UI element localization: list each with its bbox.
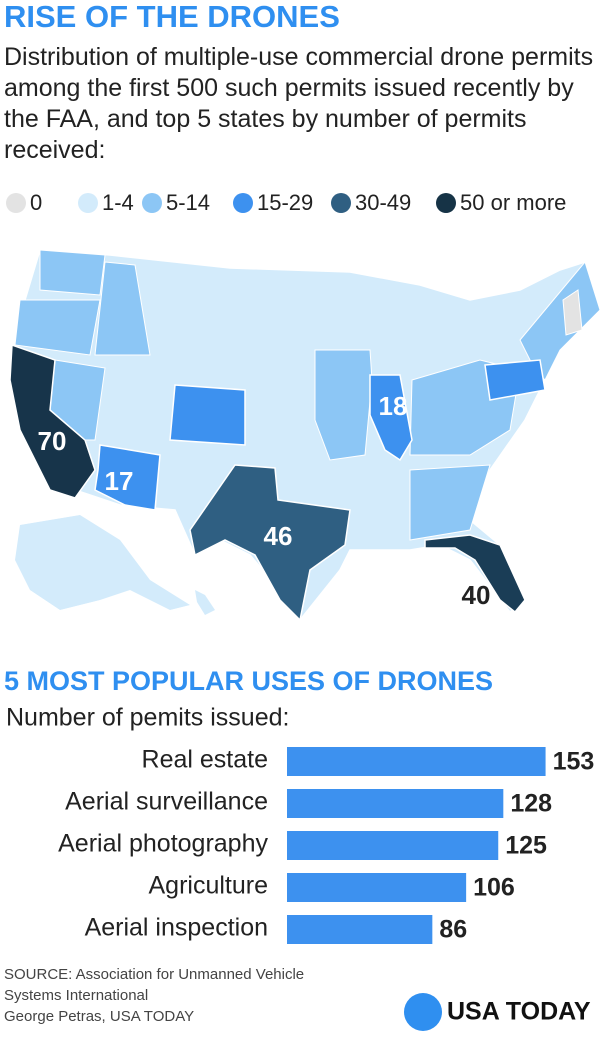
chart-subtitle: Number of pemits issued: [6, 704, 289, 732]
legend-label: 15-29 [257, 190, 313, 215]
legend-label: 30-49 [355, 190, 411, 215]
value-label: 125 [505, 832, 547, 860]
legend-label: 0 [30, 190, 42, 215]
state-label: 17 [105, 466, 134, 496]
state [189, 464, 351, 622]
legend-swatch [6, 193, 26, 213]
logo-mark [404, 993, 442, 1031]
bar [287, 873, 467, 902]
state [39, 249, 106, 296]
state [14, 299, 101, 356]
bar [287, 789, 504, 818]
value-label: 128 [510, 790, 552, 818]
legend-label: 50 or more [460, 190, 566, 215]
value-label: 106 [473, 874, 515, 902]
legend-swatch [78, 193, 98, 213]
state [369, 374, 413, 462]
state-label: 70 [38, 426, 67, 456]
category-label: Aerial surveillance [65, 788, 268, 816]
legend-swatch [436, 193, 456, 213]
state-label: 18 [379, 391, 408, 421]
category-label: Aerial photography [58, 830, 268, 858]
state [169, 384, 246, 446]
category-label: Aerial inspection [85, 914, 268, 942]
alaska [15, 515, 190, 610]
source: SOURCE: Association for Unmanned Vehicle… [4, 966, 305, 1004]
state [484, 359, 546, 401]
state [9, 343, 96, 499]
bar [287, 915, 433, 944]
bar [287, 831, 499, 860]
legend-swatch [331, 193, 351, 213]
state-label: 46 [264, 521, 293, 551]
legend-swatch [142, 193, 162, 213]
legend-label: 1-4 [102, 190, 134, 215]
state-label: 40 [462, 580, 491, 610]
title: RISE OF THE DRONES [4, 0, 340, 34]
chart-title: 5 MOST POPULAR USES OF DRONES [4, 666, 493, 696]
state [409, 464, 491, 541]
state [94, 444, 161, 511]
credit: George Petras, USA TODAY [4, 1008, 195, 1025]
state [94, 261, 151, 356]
subtitle: Distribution of multiple-use commercial … [4, 43, 594, 164]
value-label: 86 [439, 916, 467, 944]
hawaii [195, 590, 215, 615]
state [314, 349, 373, 461]
map [9, 249, 601, 622]
legend-swatch [233, 193, 253, 213]
legend-label: 5-14 [166, 190, 210, 215]
category-label: Agriculture [149, 872, 269, 900]
value-label: 153 [553, 748, 595, 776]
category-label: Real estate [142, 746, 268, 774]
bar [287, 747, 546, 776]
logo: USA TODAY [447, 998, 591, 1026]
state [562, 289, 583, 336]
state [424, 534, 526, 614]
